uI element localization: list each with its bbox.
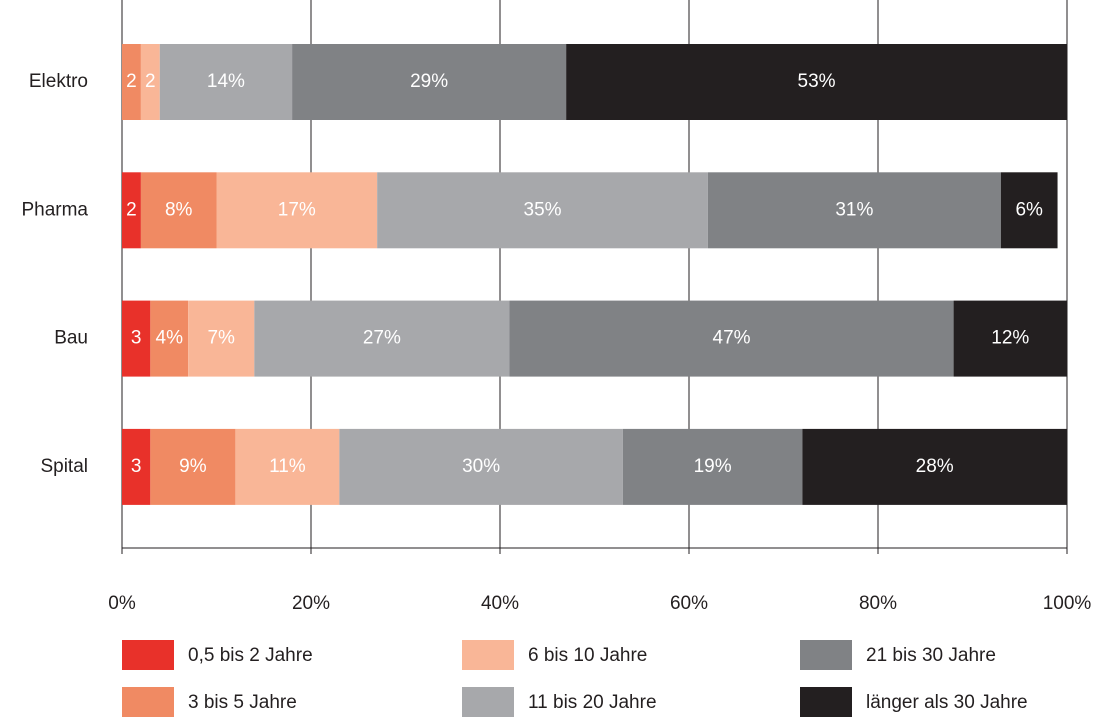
- x-tick-label: 80%: [859, 593, 897, 614]
- data-label: 6%: [1015, 199, 1043, 220]
- bar-segment: [235, 428, 340, 505]
- x-tick-label: 100%: [1043, 593, 1092, 614]
- bar-segment: [292, 44, 567, 120]
- bar-segment: [159, 44, 293, 120]
- bar-segment: [188, 300, 255, 377]
- bar-segment: [122, 172, 141, 249]
- legend-label: länger als 30 Jahre: [866, 692, 1028, 713]
- data-label: 3: [131, 456, 142, 477]
- data-label: 47%: [713, 328, 751, 349]
- data-label: 2: [126, 71, 137, 92]
- data-label: 53%: [798, 71, 836, 92]
- bar-segment: [377, 172, 708, 249]
- data-label: 17%: [278, 199, 316, 220]
- y-tick-label: Spital: [40, 456, 88, 477]
- legend-swatch: [122, 687, 174, 717]
- data-label: 8%: [165, 199, 193, 220]
- bar-segment: [509, 300, 954, 377]
- legend-swatch: [462, 640, 514, 670]
- data-label: 9%: [179, 456, 207, 477]
- x-tick-label: 40%: [481, 593, 519, 614]
- bar-segment: [122, 428, 151, 505]
- bar-segment: [566, 44, 1067, 120]
- bar-segment: [150, 428, 236, 505]
- legend-label: 21 bis 30 Jahre: [866, 645, 996, 666]
- data-label: 19%: [694, 456, 732, 477]
- bar-segment: [339, 428, 623, 505]
- y-tick-label: Pharma: [21, 199, 88, 220]
- legend-label: 0,5 bis 2 Jahre: [188, 645, 313, 666]
- legend-label: 3 bis 5 Jahre: [188, 692, 297, 713]
- bar-segment: [122, 300, 151, 377]
- bar-segment: [254, 300, 510, 377]
- data-label: 29%: [410, 71, 448, 92]
- legend-swatch: [122, 640, 174, 670]
- bar-segment: [707, 172, 1001, 249]
- data-label: 11%: [269, 456, 306, 477]
- bar-segment: [216, 172, 378, 249]
- x-tick-label: 60%: [670, 593, 708, 614]
- data-label: 2: [145, 71, 156, 92]
- data-label: 7%: [207, 328, 235, 349]
- x-tick-label: 0%: [108, 593, 136, 614]
- data-label: 35%: [524, 199, 562, 220]
- y-tick-label: Elektro: [29, 71, 88, 92]
- bar-segment: [140, 172, 217, 249]
- data-label: 27%: [363, 328, 401, 349]
- data-label: 14%: [207, 71, 245, 92]
- bar-segment: [802, 428, 1067, 505]
- data-label: 31%: [835, 199, 873, 220]
- bar-segment: [150, 300, 189, 377]
- data-label: 3: [131, 328, 142, 349]
- legend-swatch: [800, 640, 852, 670]
- legend-label: 11 bis 20 Jahre: [528, 692, 657, 713]
- bar-segment: [622, 428, 803, 505]
- x-tick-label: 20%: [292, 593, 330, 614]
- data-label: 12%: [991, 328, 1029, 349]
- data-label: 2: [126, 199, 137, 220]
- data-label: 28%: [916, 456, 954, 477]
- data-label: 30%: [462, 456, 500, 477]
- y-tick-label: Bau: [54, 328, 88, 349]
- bar-segment: [140, 44, 160, 120]
- data-label: 4%: [156, 328, 184, 349]
- bar-segment: [1000, 172, 1058, 249]
- legend-swatch: [462, 687, 514, 717]
- bar-segment: [953, 300, 1067, 377]
- legend-swatch: [800, 687, 852, 717]
- legend-label: 6 bis 10 Jahre: [528, 645, 647, 666]
- bar-segment: [122, 44, 141, 120]
